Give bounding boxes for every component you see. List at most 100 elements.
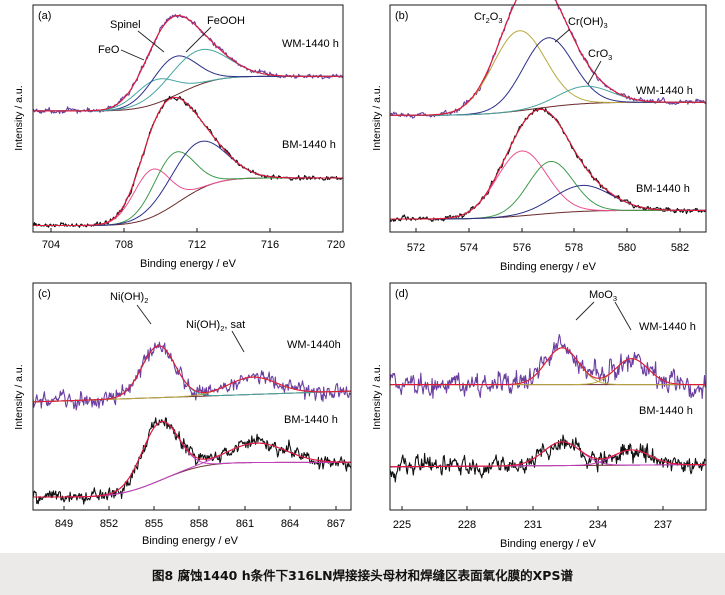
panel-d-moo3-main: MoO <box>589 289 613 301</box>
panel-b-annotation-cr2o3: Cr2O3 <box>474 11 503 25</box>
panel-c-plot <box>32 341 352 505</box>
panel-d-xtick-label-1: 228 <box>458 519 476 531</box>
panel-c-xtick-label-2: 855 <box>145 518 163 530</box>
panel-d-xtick-label-3: 234 <box>589 519 607 531</box>
panel-d-plot <box>389 334 707 483</box>
panel-d-frame <box>389 282 707 511</box>
panel-c-nioh2-main: Ni(OH) <box>110 291 144 303</box>
panel-a-pointer-feo <box>120 49 145 61</box>
panel-c-xtick-label-4: 861 <box>236 518 254 530</box>
panel-c-wm-fit-line <box>33 345 351 403</box>
figure-caption: 图8 腐蚀1440 h条件下316LN焊接接头母材和焊缝区表面氧化膜的XPS谱 <box>152 567 573 583</box>
panel-d: (d) Intensity / a.u. Binding energy / eV… <box>371 282 707 550</box>
panel-d-moo3-sub3: 3 <box>613 294 617 303</box>
panel-b-bm-experimental-line <box>389 107 707 222</box>
panel-b-annotation-croh3: Cr(OH)3 <box>568 16 608 30</box>
panel-d-ylabel: Intensity / a.u. <box>371 364 383 429</box>
panel-c-pointer-sat <box>231 330 245 353</box>
panel-a-label: (a) <box>38 10 51 22</box>
panel-b-pointer-croh3 <box>554 28 571 43</box>
panel-c-annotation-nioh2: Ni(OH)2 <box>110 291 148 305</box>
panel-b-annotation-cro3: CrO3 <box>588 48 612 62</box>
panel-c-wm-experimental-line <box>32 341 352 411</box>
panel-a-pointer-feooh <box>185 26 212 53</box>
panel-b-series-label-wm: WM-1440 h <box>636 85 693 97</box>
panel-a-annotation-spinel: Spinel <box>110 19 141 31</box>
panel-a-bm-component-1-line <box>33 151 343 226</box>
panel-d-label: (d) <box>395 288 408 300</box>
panel-d-wm-experimental-line <box>389 334 706 399</box>
panel-a-xtick-label-1: 708 <box>115 239 133 251</box>
panel-a-xlabel: Binding energy / eV <box>140 258 237 270</box>
panel-b-series-label-bm: BM-1440 h <box>636 183 690 195</box>
panel-b-bm-fit-line <box>390 108 706 220</box>
panel-a-bm-experimental-line <box>32 95 344 228</box>
panel-b-annotations: WM-1440 h BM-1440 h Cr2O3 Cr(OH)3 CrO3 <box>474 11 693 195</box>
panel-c-xtick-label-3: 858 <box>190 518 208 530</box>
panel-a-annotation-feooh: FeOOH <box>207 15 245 27</box>
panel-c-frame <box>32 282 352 511</box>
panel-a-ylabel: Intensity / a.u. <box>13 85 25 150</box>
panel-b-xtick-label-5: 582 <box>671 242 689 254</box>
panel-c-annotation-nioh2-sat: Ni(OH)2, sat <box>186 319 245 333</box>
panel-d-bm-component-1-line <box>390 449 706 468</box>
panel-b-xtick-label-2: 576 <box>513 242 531 254</box>
panel-c-series-label-bm: BM-1440 h <box>284 414 338 426</box>
panel-c-xtick-label-6: 867 <box>327 518 345 530</box>
panel-a-series-label-wm: WM-1440 h <box>282 38 339 50</box>
panel-b-frame <box>389 4 707 233</box>
panel-b-cro3-sub3: 3 <box>608 53 612 62</box>
panel-c-xlabel: Binding energy / eV <box>142 535 239 547</box>
panel-a-frame <box>32 4 344 233</box>
panel-a-xtick-label-2: 712 <box>188 239 206 251</box>
panel-c-bm-component-1-line <box>33 442 351 498</box>
panel-a-bm-fit-line <box>33 96 343 227</box>
panel-d-xtick-label-4: 237 <box>654 519 672 531</box>
panel-b-pointer-cro3 <box>587 60 602 85</box>
panel-b-bm-background-line <box>390 209 706 220</box>
panel-c-xtick-label-1: 852 <box>100 518 118 530</box>
panel-c-annotations: WM-1440h BM-1440 h Ni(OH)2 Ni(OH)2, sat <box>110 291 341 426</box>
panel-c: (c) Intensity / a.u. Binding energy / eV… <box>13 282 352 547</box>
panel-a-wm-fit-line <box>33 15 343 112</box>
panel-a-xtick-label-4: 720 <box>327 239 345 251</box>
panel-c-label: (c) <box>38 288 51 300</box>
panel-b-croh3-main: Cr(OH) <box>568 16 603 28</box>
panel-d-xtick-label-0: 225 <box>393 519 411 531</box>
panel-d-ticks: 225 228 231 234 237 <box>393 506 672 531</box>
xps-figure: (a) Intensity / a.u. Binding energy / eV… <box>13 0 707 550</box>
panel-a-annotations: WM-1440 h BM-1440 h FeO Spinel FeOOH <box>98 15 339 151</box>
caption-bar: 图8 腐蚀1440 h条件下316LN焊接接头母材和焊缝区表面氧化膜的XPS谱 <box>0 553 725 595</box>
panel-a-bm-background-line <box>33 177 343 226</box>
panel-c-bm-experimental-line <box>32 417 352 505</box>
panel-a-series-label-bm: BM-1440 h <box>282 139 336 151</box>
panel-c-ylabel: Intensity / a.u. <box>13 364 25 429</box>
panel-d-bm-fit-line <box>390 441 706 468</box>
panel-c-ticks: 849 852 855 858 861 864 867 <box>55 506 345 530</box>
panel-d-series-label-bm: BM-1440 h <box>639 405 693 417</box>
panel-b-ylabel: Intensity / a.u. <box>371 85 383 150</box>
panel-b-wm-fit-line <box>390 0 706 116</box>
panel-b-cro3-main: CrO <box>588 48 609 60</box>
panel-c-bm-fit-line <box>33 420 351 498</box>
panel-a-plot <box>32 14 344 228</box>
panel-d-bm-experimental-line <box>389 434 707 483</box>
panel-c-xtick-label-5: 864 <box>281 518 299 530</box>
panel-a-wm-component-0-line <box>33 75 343 112</box>
panel-c-sat-suffix: , sat <box>224 319 245 331</box>
panel-b-xtick-label-4: 580 <box>618 242 636 254</box>
panel-b-ticks: 572 574 576 578 580 582 <box>407 228 689 254</box>
panel-d-annotations: WM-1440 h BM-1440 h MoO3 <box>575 289 696 417</box>
panel-d-wm-fit-line <box>390 347 706 386</box>
panel-c-nioh2-sub2: 2 <box>144 296 148 305</box>
panel-b-wm-component-1-line <box>390 37 706 116</box>
panel-d-xlabel: Binding energy / eV <box>500 538 597 550</box>
panel-c-sat-main: Ni(OH) <box>186 319 220 331</box>
panel-d-pointer-moo3-left <box>575 301 595 321</box>
panel-b-xlabel: Binding energy / eV <box>500 261 597 273</box>
panel-d-annotation-moo3: MoO3 <box>589 289 617 303</box>
panel-c-pointer-nioh2 <box>136 304 152 325</box>
panel-b-xtick-label-3: 578 <box>565 242 583 254</box>
panel-a-wm-experimental-line <box>32 14 344 115</box>
panel-b-cr2o3-cr: Cr <box>474 11 486 23</box>
